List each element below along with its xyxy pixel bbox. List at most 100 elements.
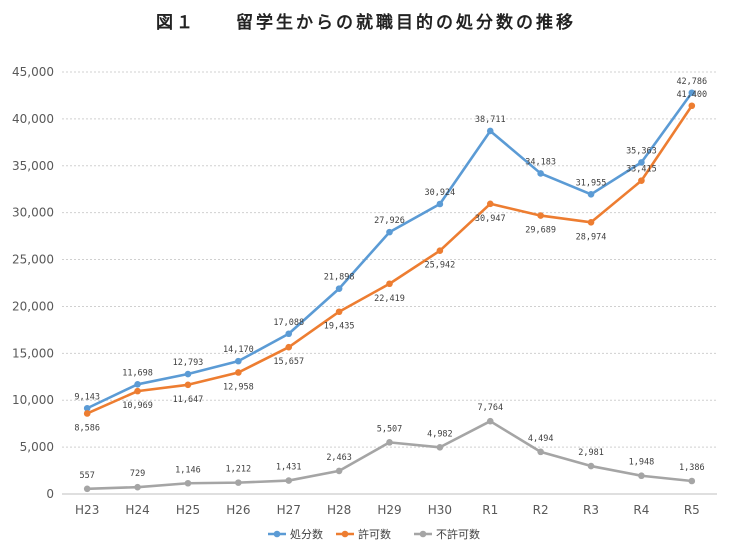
data-point — [486, 417, 494, 425]
data-point — [335, 308, 343, 316]
data-label: 12,958 — [223, 382, 254, 392]
legend-label: 許可数 — [358, 528, 391, 541]
data-point — [83, 404, 91, 412]
data-point — [638, 177, 645, 184]
data-label: 30,924 — [425, 188, 456, 198]
data-point — [436, 247, 444, 255]
data-point — [537, 212, 544, 219]
data-label: 7,764 — [477, 403, 503, 413]
data-label: 1,212 — [226, 465, 252, 475]
data-label: 1,431 — [276, 463, 302, 473]
data-point — [688, 89, 696, 97]
x-tick-label: H27 — [277, 503, 301, 517]
data-point — [335, 285, 343, 292]
data-label: 2,981 — [578, 448, 604, 458]
data-label: 42,786 — [676, 77, 707, 87]
data-label: 41,400 — [676, 90, 707, 100]
data-point — [235, 479, 242, 486]
data-label: 35,363 — [626, 146, 657, 156]
data-label: 8,586 — [74, 423, 100, 433]
x-tick-label: R2 — [533, 503, 549, 517]
data-label: 14,170 — [223, 345, 254, 355]
legend-swatch-marker — [273, 530, 281, 538]
data-point — [638, 159, 645, 166]
data-label: 5,507 — [377, 424, 403, 434]
data-label: 38,711 — [475, 115, 506, 125]
data-point — [235, 357, 242, 365]
data-point — [638, 472, 645, 480]
data-point — [134, 483, 141, 491]
x-tick-label: R4 — [633, 503, 649, 517]
data-label: 1,386 — [679, 463, 705, 473]
data-point — [436, 443, 444, 451]
data-label: 19,435 — [324, 322, 355, 332]
data-label: 2,463 — [326, 453, 352, 463]
x-tick-label: H26 — [226, 503, 250, 517]
data-point — [436, 200, 444, 208]
data-label: 11,698 — [122, 368, 153, 378]
data-point — [134, 380, 141, 388]
legend-label: 不許可数 — [436, 528, 480, 541]
data-point — [486, 200, 494, 208]
data-label: 21,898 — [324, 273, 355, 283]
data-label: 30,947 — [475, 214, 506, 224]
data-point — [83, 410, 91, 417]
x-tick-label: H25 — [176, 503, 200, 517]
legend-swatch-marker — [419, 530, 427, 538]
data-label: 33,415 — [626, 165, 657, 175]
data-label: 4,494 — [528, 434, 554, 444]
data-label: 25,942 — [425, 261, 456, 271]
data-label: 27,926 — [374, 216, 405, 226]
data-label: 10,969 — [122, 401, 153, 411]
data-point — [587, 191, 595, 198]
legend-swatch-marker — [341, 530, 349, 538]
data-label: 11,647 — [173, 395, 204, 405]
data-label: 557 — [80, 471, 95, 481]
data-label: 9,143 — [74, 392, 100, 402]
y-tick-label: 20,000 — [12, 299, 54, 313]
y-tick-label: 5,000 — [20, 440, 54, 454]
data-label: 34,183 — [525, 157, 556, 167]
x-tick-label: H23 — [75, 503, 99, 517]
data-point — [83, 485, 91, 493]
y-tick-label: 15,000 — [12, 346, 54, 360]
data-point — [184, 381, 192, 389]
data-point — [335, 467, 343, 475]
data-point — [587, 462, 595, 470]
data-label: 31,955 — [576, 178, 607, 188]
data-point — [134, 387, 141, 395]
data-point — [235, 369, 242, 376]
data-label: 22,419 — [374, 294, 405, 304]
x-tick-label: H29 — [377, 503, 401, 517]
x-tick-label: H24 — [125, 503, 149, 517]
data-point — [486, 127, 494, 135]
data-point — [537, 448, 544, 456]
chart-title: 図１ 留学生からの就職目的の処分数の推移 — [156, 13, 576, 33]
y-tick-label: 35,000 — [12, 159, 54, 173]
data-label: 1,146 — [175, 465, 201, 475]
x-tick-label: H28 — [327, 503, 351, 517]
data-point — [386, 439, 393, 446]
data-point — [386, 228, 393, 236]
data-label: 17,088 — [273, 318, 304, 328]
data-label: 28,974 — [576, 232, 607, 242]
y-tick-label: 0 — [46, 487, 54, 501]
y-tick-label: 45,000 — [12, 65, 54, 79]
data-point — [184, 479, 192, 487]
data-label: 15,657 — [273, 357, 304, 367]
x-tick-label: H30 — [428, 503, 452, 517]
data-point — [184, 370, 192, 378]
x-tick-label: R5 — [684, 503, 700, 517]
data-label: 1,948 — [629, 458, 655, 468]
y-tick-label: 25,000 — [12, 253, 54, 267]
data-label: 12,793 — [173, 358, 204, 368]
data-point — [285, 330, 293, 338]
legend-label: 処分数 — [290, 528, 323, 541]
x-tick-label: R1 — [482, 503, 498, 517]
data-point — [688, 477, 696, 485]
y-tick-label: 30,000 — [12, 206, 54, 220]
y-tick-label: 40,000 — [12, 112, 54, 126]
data-label: 729 — [130, 469, 145, 479]
